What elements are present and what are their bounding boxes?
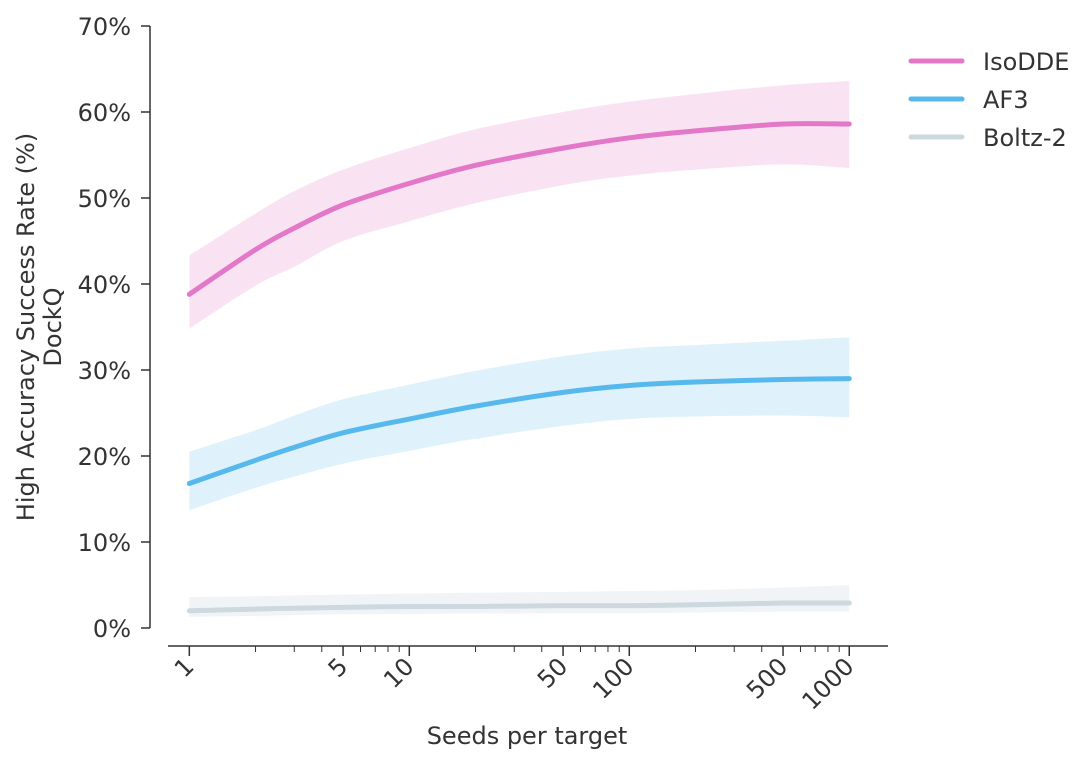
- series-lines: [186, 121, 852, 614]
- x-tick-label: 50: [532, 652, 573, 693]
- x-axis-title: Seeds per target: [427, 722, 628, 750]
- x-tick-label: 500: [741, 652, 793, 704]
- y-tick-label: 30%: [78, 357, 131, 385]
- y-tick-label: 0%: [93, 615, 131, 643]
- line-af3: [186, 376, 852, 487]
- legend-label-isodde: IsoDDE: [983, 48, 1069, 76]
- line-isodde: [186, 121, 852, 297]
- band-isodde: [189, 81, 850, 329]
- y-tick-label: 10%: [78, 529, 131, 557]
- band-af3: [189, 337, 850, 511]
- band-boltz-2: [189, 585, 850, 617]
- x-tick-label: 10: [378, 652, 419, 693]
- x-tick-label: 1: [169, 652, 200, 683]
- y-axis-title-line2: DockQ: [39, 287, 67, 366]
- legend-label-boltz-2: Boltz-2: [983, 124, 1067, 152]
- x-axis-ticks: 1 5 10 50 100 500 1000: [169, 646, 860, 715]
- legend-label-af3: AF3: [983, 86, 1029, 114]
- x-tick-label: 100: [587, 652, 639, 704]
- y-axis-title-line1: High Accuracy Success Rate (%): [12, 133, 40, 521]
- x-tick-label: 1000: [797, 652, 860, 715]
- y-axis-ticks: 0% 10% 20% 30% 40% 50% 60% 70%: [78, 13, 150, 643]
- y-tick-label: 50%: [78, 185, 131, 213]
- confidence-bands: [189, 81, 850, 617]
- line-boltz-2: [186, 600, 852, 614]
- legend: IsoDDE AF3 Boltz-2: [908, 48, 1069, 152]
- y-tick-label: 70%: [78, 13, 131, 41]
- y-tick-label: 60%: [78, 99, 131, 127]
- y-tick-label: 20%: [78, 443, 131, 471]
- y-tick-label: 40%: [78, 271, 131, 299]
- x-tick-label: 5: [323, 652, 354, 683]
